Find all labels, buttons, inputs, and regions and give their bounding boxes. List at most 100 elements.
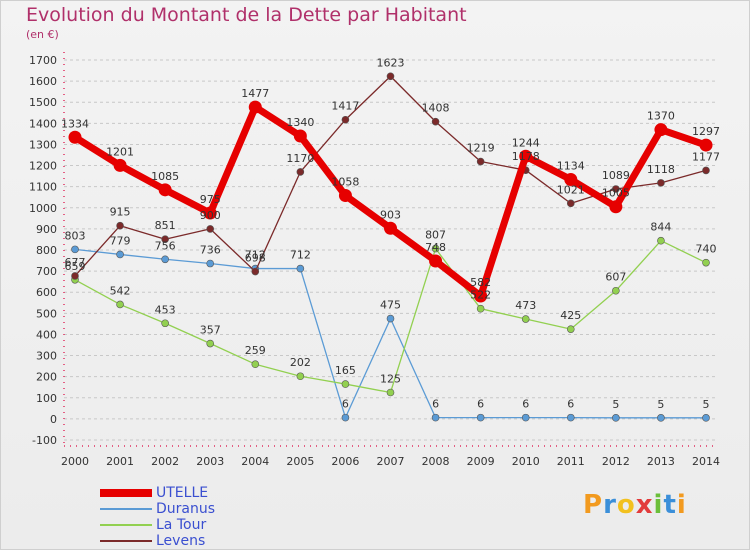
data-label: 259 xyxy=(245,344,266,357)
data-label: 1058 xyxy=(331,176,359,189)
legend-swatch xyxy=(100,508,152,510)
data-label: 1201 xyxy=(106,145,134,158)
data-point xyxy=(386,314,395,323)
data-label: 6 xyxy=(567,398,574,411)
x-tick-label: 2005 xyxy=(286,455,314,468)
data-label: 779 xyxy=(110,234,131,247)
data-label: 1417 xyxy=(331,100,359,113)
y-tick-label: 700 xyxy=(36,265,57,278)
series-group xyxy=(68,72,713,422)
y-tick-label: 1700 xyxy=(29,54,57,67)
data-point xyxy=(341,380,350,388)
data-point xyxy=(341,115,350,124)
y-tick-label: 1400 xyxy=(29,117,57,130)
data-point xyxy=(521,413,530,422)
legend-label: Duranus xyxy=(156,501,216,517)
data-label: 915 xyxy=(110,206,131,219)
data-point xyxy=(431,413,440,422)
data-label: 6 xyxy=(522,398,529,411)
data-point xyxy=(654,123,668,137)
data-point xyxy=(158,183,172,197)
x-tick-label: 2006 xyxy=(331,455,359,468)
x-tick-label: 2010 xyxy=(512,455,540,468)
data-point xyxy=(116,300,124,309)
data-point xyxy=(293,129,307,143)
data-label: 736 xyxy=(200,244,221,257)
data-label: 6 xyxy=(477,398,484,411)
data-label: 522 xyxy=(470,289,491,302)
data-point xyxy=(113,158,127,172)
data-point xyxy=(296,264,305,273)
grid xyxy=(64,59,716,441)
y-tick-label: 300 xyxy=(36,350,57,363)
data-label: 5 xyxy=(657,398,664,411)
data-label: 803 xyxy=(65,229,86,242)
data-label: 807 xyxy=(425,229,446,242)
y-tick-label: 1100 xyxy=(29,181,57,194)
data-label: 975 xyxy=(200,193,221,206)
legend-swatch xyxy=(100,489,152,497)
data-point xyxy=(68,130,82,144)
y-tick-label: 200 xyxy=(36,371,57,384)
data-label: 1477 xyxy=(241,87,269,100)
data-label: 900 xyxy=(200,209,221,222)
data-point xyxy=(474,289,488,303)
data-point xyxy=(431,117,440,126)
data-label: 1089 xyxy=(602,169,630,182)
x-tick-label: 2004 xyxy=(241,455,269,468)
data-point xyxy=(206,339,215,348)
data-label: 756 xyxy=(155,239,176,252)
x-tick-label: 2012 xyxy=(602,455,630,468)
data-label: 165 xyxy=(335,364,356,377)
data-point xyxy=(612,286,620,295)
data-label: 607 xyxy=(605,271,626,284)
data-point xyxy=(338,189,352,203)
data-label: 1334 xyxy=(61,117,89,130)
data-label: 5 xyxy=(703,398,710,411)
data-point xyxy=(71,245,79,254)
y-tick-label: 1500 xyxy=(29,96,57,109)
data-point xyxy=(657,179,665,187)
data-point xyxy=(519,149,533,163)
data-label: 712 xyxy=(245,249,266,262)
chart-title: Evolution du Montant de la Dette par Hab… xyxy=(26,4,467,26)
data-point xyxy=(702,258,710,267)
y-tick-label: -100 xyxy=(32,434,57,447)
data-label: 1370 xyxy=(647,110,675,123)
data-point xyxy=(699,138,713,152)
x-tick-label: 2003 xyxy=(196,455,224,468)
data-point xyxy=(521,315,530,323)
proxiti-logo: Proxiti xyxy=(583,490,687,520)
data-label: 1085 xyxy=(151,170,179,183)
data-point xyxy=(476,157,485,166)
series-line-utelle xyxy=(73,103,708,300)
data-label: 542 xyxy=(110,284,131,297)
data-label: 698 xyxy=(245,252,266,265)
data-label: 125 xyxy=(380,373,401,386)
data-point xyxy=(386,388,395,397)
data-point xyxy=(566,325,575,333)
data-point xyxy=(612,414,620,422)
data-point xyxy=(161,255,169,264)
legend-swatch xyxy=(100,540,152,542)
data-label: 1408 xyxy=(422,102,450,115)
data-point xyxy=(429,254,443,268)
y-tick-label: 500 xyxy=(36,307,57,320)
legend-label: Levens xyxy=(156,533,206,549)
axes: -100 0 100 200 300 400 500 600 700 800 900 1000 1100… xyxy=(29,52,720,468)
data-label: 903 xyxy=(380,208,401,221)
data-point xyxy=(341,413,350,422)
data-label: 712 xyxy=(290,249,311,262)
data-label: 6 xyxy=(342,398,349,411)
data-point xyxy=(657,414,665,422)
data-point xyxy=(251,360,260,369)
data-label: 740 xyxy=(696,243,717,256)
y-tick-label: 100 xyxy=(36,392,57,405)
data-label: 473 xyxy=(515,299,536,312)
y-tick-label: 1300 xyxy=(29,138,57,151)
data-label: 453 xyxy=(155,303,176,316)
data-label: 1170 xyxy=(286,152,314,165)
y-tick-label: 1200 xyxy=(29,160,57,173)
data-label: 202 xyxy=(290,356,311,369)
data-point xyxy=(116,221,124,230)
